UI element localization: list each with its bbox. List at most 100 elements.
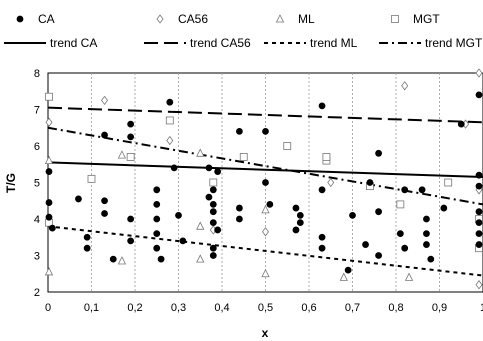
ml-point xyxy=(117,150,127,159)
ca-point xyxy=(296,219,304,227)
y-axis-title: T/G xyxy=(4,173,18,193)
ca-point xyxy=(262,127,269,135)
ca-point xyxy=(423,215,430,223)
ca-point xyxy=(179,237,187,245)
ca-point xyxy=(170,164,178,172)
trend-ca56-legend-label: trend CA56 xyxy=(190,36,251,50)
mgt-point xyxy=(209,178,218,187)
trend-ca56-line xyxy=(47,106,483,124)
ca-point xyxy=(318,186,326,194)
ml-point xyxy=(44,155,54,164)
ca-point xyxy=(440,204,448,212)
ca-point xyxy=(266,200,274,208)
ca-point xyxy=(83,244,91,252)
ca-point xyxy=(318,244,326,252)
ml-legend-marker xyxy=(275,14,285,23)
y-tick-label: 5 xyxy=(34,178,40,190)
ca-point xyxy=(235,204,243,212)
x-tick-label: 0 xyxy=(45,302,51,314)
ml-point xyxy=(404,272,414,281)
ca-point xyxy=(209,208,217,216)
ca-point xyxy=(344,266,352,274)
trend-mgt-line xyxy=(47,126,483,206)
ca-point xyxy=(45,168,53,175)
ca56-point xyxy=(262,227,269,237)
ca56-point xyxy=(45,117,53,127)
ca-point xyxy=(209,186,217,194)
ml-point xyxy=(196,254,205,263)
x-tick-label: 0,9 xyxy=(432,302,447,314)
ca-point xyxy=(349,211,356,219)
ca-point xyxy=(101,197,108,205)
ca-point xyxy=(153,230,161,238)
x-tick-label: 0,8 xyxy=(388,302,403,314)
ca56-point xyxy=(401,81,409,91)
mgt-legend-label: MGT xyxy=(413,12,440,26)
x-tick-label: 0,4 xyxy=(214,302,229,314)
ca56-legend-label: CA56 xyxy=(178,12,208,26)
plot-area xyxy=(44,68,483,293)
trend-ml-line xyxy=(47,225,483,277)
ca56-point xyxy=(475,68,483,78)
ca-point xyxy=(318,102,326,110)
ca-point xyxy=(375,149,383,157)
ca-point xyxy=(83,233,91,241)
mgt-point xyxy=(87,174,96,183)
ca-point xyxy=(418,186,426,194)
ca-point xyxy=(296,211,304,219)
ca-point xyxy=(127,215,135,223)
ca-point xyxy=(209,244,217,252)
ca-point xyxy=(153,244,161,252)
ca-legend-label: CA xyxy=(38,12,55,26)
x-tick-label: 0,5 xyxy=(258,302,273,314)
legend: CA CA56 ML MGT trend CA trend CA56 trend ML tre… xyxy=(4,12,483,50)
ml-point xyxy=(117,256,127,265)
x-tick-label: 1 xyxy=(480,302,483,314)
x-tick-label: 0,3 xyxy=(171,302,186,314)
y-tick-label: 2 xyxy=(34,287,40,299)
mgt-point xyxy=(239,153,248,161)
ml-point xyxy=(196,221,205,230)
ca-point xyxy=(401,244,409,252)
ca-point xyxy=(475,230,483,238)
mgt-point xyxy=(322,153,331,161)
y-tick-label: 8 xyxy=(34,68,40,80)
mgt-point xyxy=(126,153,135,161)
ml-point xyxy=(196,148,205,157)
ca56-point xyxy=(166,135,174,146)
ca-point xyxy=(153,186,161,194)
ca-point xyxy=(101,131,108,139)
ca-point xyxy=(423,241,430,248)
ca-point xyxy=(375,252,383,259)
ca-point xyxy=(127,237,135,245)
x-axis-ticks: 0 0,1 0,2 0,3 0,4 0,5 0,6 0,7 0,8 0,9 1 xyxy=(45,302,483,314)
ca-point xyxy=(157,255,165,263)
ml-point xyxy=(44,267,54,276)
y-tick-label: 7 xyxy=(34,105,40,117)
ml-point xyxy=(261,268,270,278)
y-axis-ticks: 2 3 4 5 6 7 8 xyxy=(34,68,40,299)
ca56-point xyxy=(327,177,335,188)
ca-point xyxy=(45,213,53,221)
trend-lines xyxy=(47,106,483,277)
ca-point xyxy=(153,215,161,223)
ca-point xyxy=(127,133,135,141)
ca-point xyxy=(214,168,222,175)
trend-ca-legend-label: trend CA xyxy=(50,36,97,50)
ca-point xyxy=(475,219,483,227)
ca-point xyxy=(109,255,117,263)
x-tick-label: 0,7 xyxy=(345,302,360,314)
y-tick-label: 4 xyxy=(34,214,40,226)
ca-point xyxy=(475,91,483,99)
ca-point xyxy=(423,230,430,238)
ca-point xyxy=(205,193,213,201)
mgt-point xyxy=(396,200,405,209)
ca-point xyxy=(75,195,82,203)
ca-point xyxy=(175,211,182,219)
ca-point xyxy=(214,226,222,234)
ca-point xyxy=(318,233,326,241)
ca-point xyxy=(292,204,300,212)
x-axis-title: x xyxy=(262,326,269,340)
ca-point xyxy=(475,208,483,216)
ca56-point xyxy=(101,95,109,106)
